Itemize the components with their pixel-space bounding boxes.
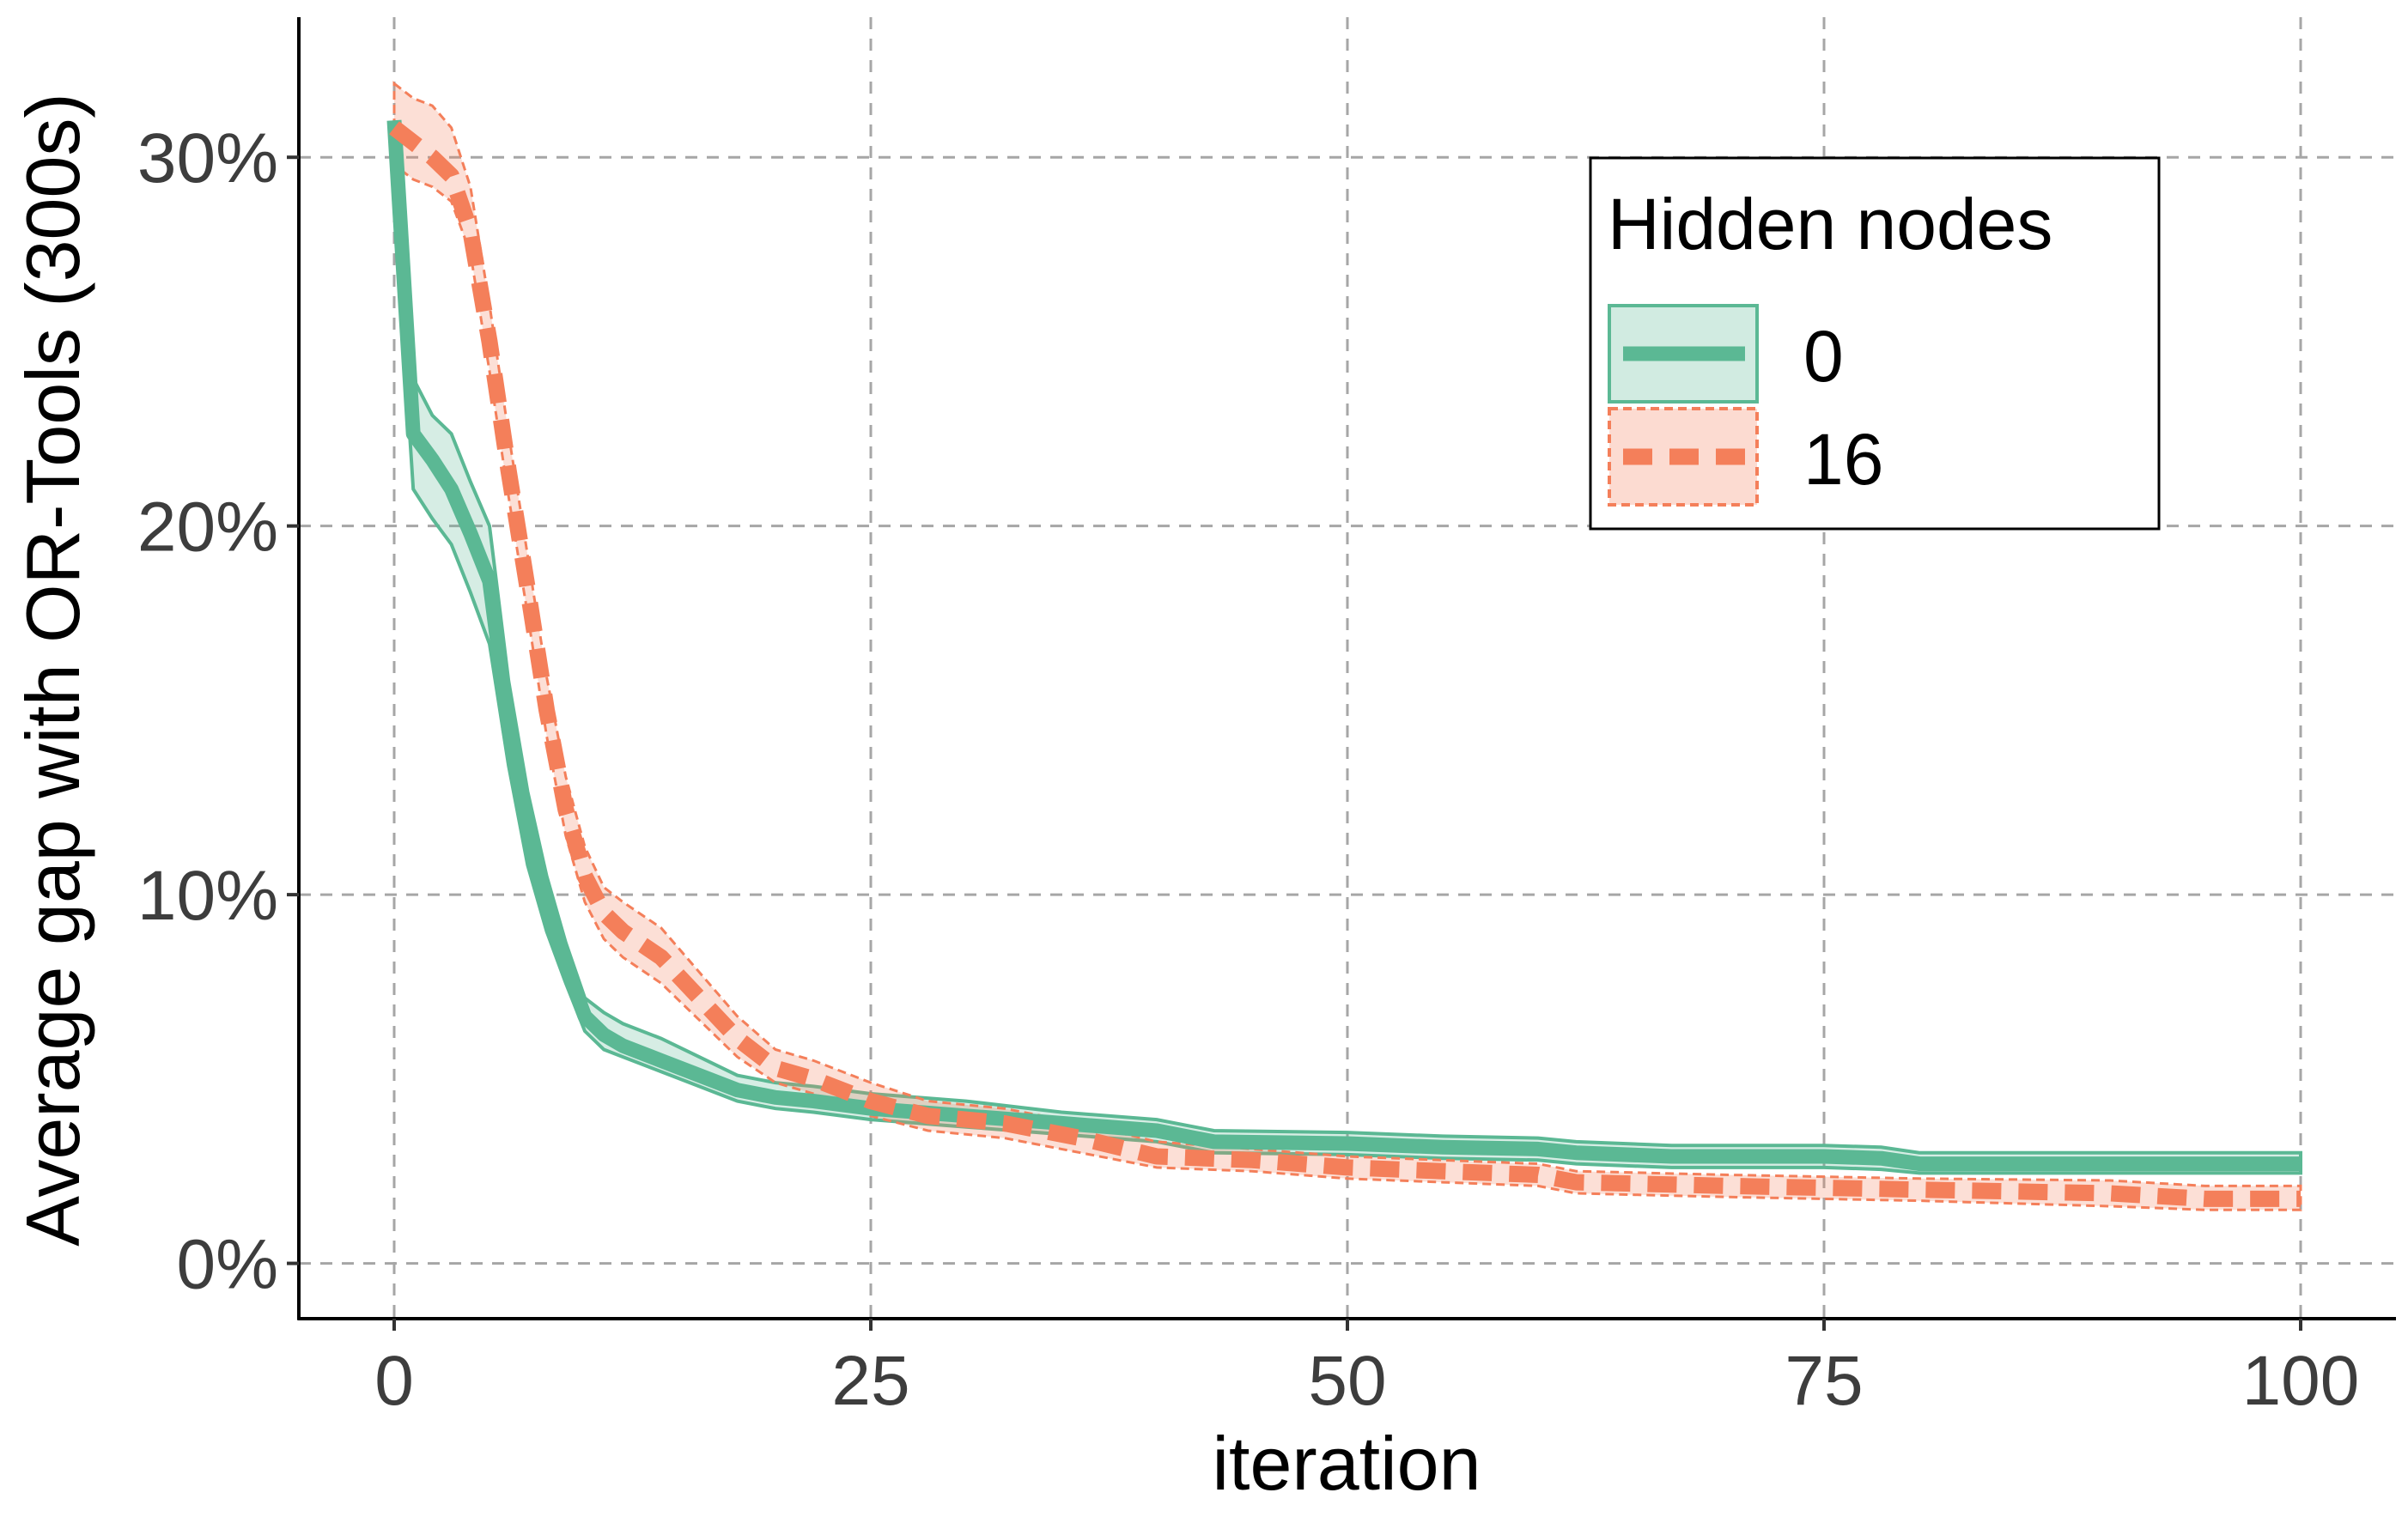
confidence-bands — [392, 81, 2302, 1211]
legend-label-16: 16 — [1803, 419, 1883, 500]
series-line-0 — [386, 119, 2301, 1172]
legend-keys — [1608, 304, 1759, 507]
x-tick-label: 25 — [831, 1342, 909, 1420]
x-tick-label: 75 — [1785, 1342, 1863, 1420]
axes — [287, 17, 2396, 1331]
legend: Hidden nodes 0 16 — [1589, 156, 2161, 531]
series-line-16 — [389, 121, 2301, 1207]
tick-labels: 0% 10% 20% 30% 0 25 50 75 100 — [137, 119, 2360, 1420]
y-tick-label: 20% — [137, 488, 278, 567]
x-tick-label: 0 — [374, 1342, 414, 1420]
y-axis-title: Average gap with OR-Tools (300s) — [10, 93, 95, 1246]
band-0 — [392, 120, 2302, 1175]
x-axis-title: iteration — [1212, 1421, 1481, 1506]
y-tick-label: 10% — [137, 857, 278, 935]
legend-box — [1589, 156, 2161, 531]
legend-title: Hidden nodes — [1608, 184, 2052, 264]
band-16 — [392, 81, 2302, 1211]
series-lines — [386, 119, 2301, 1207]
x-tick-label: 50 — [1308, 1342, 1386, 1420]
y-tick-label: 0% — [176, 1226, 278, 1304]
x-tick-label: 100 — [2242, 1342, 2360, 1420]
legend-label-0: 0 — [1803, 316, 1844, 397]
y-tick-label: 30% — [137, 119, 278, 197]
